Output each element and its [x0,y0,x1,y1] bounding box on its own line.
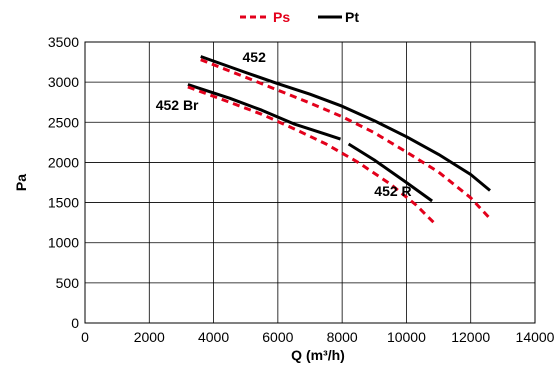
series-layer [187,55,492,224]
series-line-452-br-pt [187,83,341,141]
x-tick-label: 6000 [262,329,293,345]
y-tick-label: 2000 [48,154,79,170]
legend-label-ps: Ps [273,9,290,25]
y-tick-label: 500 [56,275,80,291]
x-tick-label: 4000 [198,329,229,345]
series-line-452-ps [200,58,492,220]
series-line-452-pt [200,55,491,192]
y-tick-label: 3000 [48,74,79,90]
y-tick-label: 1500 [48,195,79,211]
x-tick-label: 0 [81,329,89,345]
x-tick-label: 14000 [516,329,555,345]
plot-frame [84,41,536,324]
x-axis-title: Q (m³/h) [291,347,345,363]
y-tick-label: 0 [71,315,79,331]
x-tick-label: 2000 [134,329,165,345]
curve-label: 452 R [374,183,411,199]
x-tick-labels: 0 2000 4000 6000 8000 10000 12000 14000 [81,329,555,345]
y-axis-title: Pa [13,174,29,191]
y-tick-label: 1000 [48,235,79,251]
x-tick-label: 10000 [387,329,426,345]
x-tick-label: 8000 [327,329,358,345]
series-line-452-br-ps [187,85,435,224]
legend-label-pt: Pt [345,9,359,25]
curve-label: 452 [243,49,267,65]
curve-annotations: 452 452 Br 452 R [156,49,412,199]
y-tick-label: 3500 [48,34,79,50]
x-tick-label: 12000 [451,329,490,345]
legend: Ps Pt [240,9,359,25]
y-tick-label: 2500 [48,114,79,130]
y-tick-labels: 0 500 1000 1500 2000 2500 3000 3500 [48,34,79,331]
curve-label: 452 Br [156,97,199,113]
grid [84,41,536,324]
series-line-452-r-pt [347,142,433,203]
